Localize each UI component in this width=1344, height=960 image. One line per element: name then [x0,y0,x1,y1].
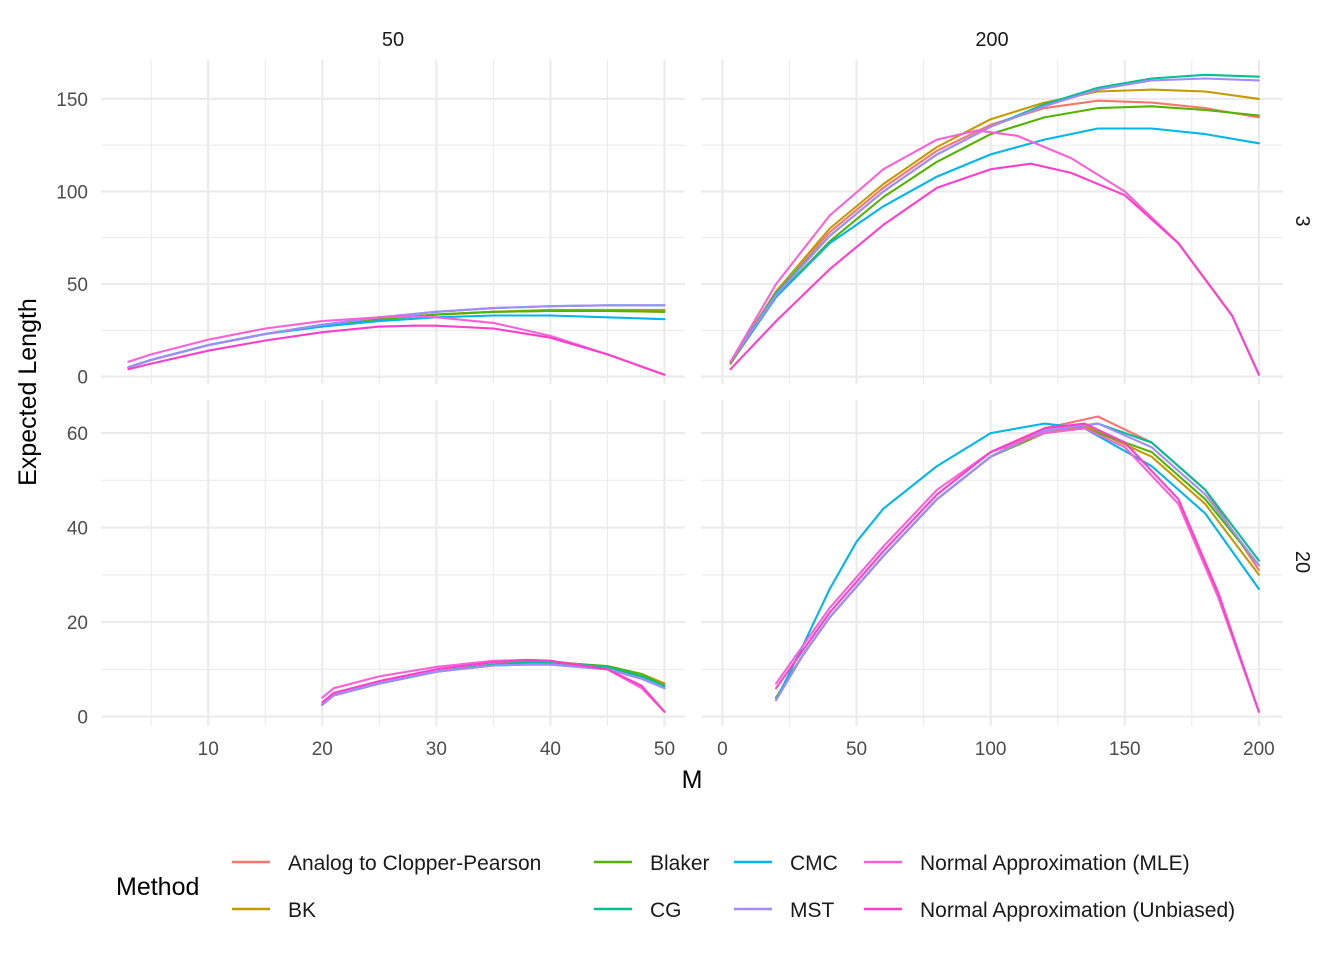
panel-50-20: 0 20 40 60 10 20 30 40 50 [67,400,685,760]
series-line-mst [729,77,1260,363]
x-axis-title: M [682,766,703,794]
y-tick-label: 0 [77,368,88,389]
legend-label: CMC [790,852,838,875]
legend-label: MST [790,899,835,922]
series-line-normal-approximation-unbiased [127,324,666,376]
legend-label: BK [288,899,316,922]
strip-row-3: 3 [1291,215,1313,226]
y-axis-title: Expected Length [14,298,42,486]
legend-item: MST [734,899,835,922]
y-tick-label: 40 [67,519,88,540]
legend-item: Normal Approximation (Unbiased) [864,899,1235,922]
series-line-mst [321,663,666,706]
panel-200-3 [701,60,1283,384]
x-tick-label: 10 [198,739,219,760]
legend-item: CG [594,899,682,922]
x-tick-label: 200 [1243,739,1275,760]
y-tick-label: 50 [67,275,88,296]
x-tick-label: 50 [846,739,867,760]
series-line-bk [729,88,1260,363]
legend-item: BK [232,899,316,922]
panels-layer: 0 50 100 150 0 20 40 60 10 20 30 40 50 0 50 100 150 200 [56,60,1283,760]
strip-col-50: 50 [382,29,404,51]
series-line-mst [775,422,1260,702]
series-line-normal-approximation-unbiased [775,422,1260,713]
series-line-normal-approximation-unbiased [321,658,666,713]
y-tick-label: 20 [67,613,88,634]
legend-item: Blaker [594,852,710,875]
series-line-cmc [775,422,1260,702]
legend-label: Normal Approximation (Unbiased) [920,899,1235,922]
legend-item: Analog to Clopper-Pearson [232,852,541,875]
legend: Method Analog to Clopper-Pearson BK Blaker… [116,852,1235,922]
series-line-normal-approximation-mle [775,427,1260,713]
y-tick-label: 100 [56,182,88,203]
series-line-cg [775,422,1260,702]
x-tick-label: 20 [312,739,333,760]
legend-label: Blaker [650,852,710,875]
legend-title: Method [116,873,199,901]
legend-item: Normal Approximation (MLE) [864,852,1190,875]
series-line-bk [775,424,1260,699]
legend-label: CG [650,899,682,922]
strip-row-20: 20 [1291,551,1313,573]
x-tick-label: 0 [717,739,728,760]
y-tick-label: 150 [56,90,88,111]
series-line-normal-approximation-unbiased [729,162,1260,376]
series-line-cmc [729,127,1260,363]
legend-item: CMC [734,852,838,875]
series-line-analog-to-clopper-pearson [729,99,1260,363]
x-tick-label: 100 [975,739,1007,760]
series-line-normal-approximation-mle [127,315,666,376]
x-tick-label: 30 [426,739,447,760]
panel-50-3: 0 50 100 150 [56,60,685,389]
x-tick-label: 50 [654,739,675,760]
series-line-blaker [775,427,1260,699]
facet-strips: 50 200 3 20 [382,29,1313,573]
legend-label: Normal Approximation (MLE) [920,852,1190,875]
legend-label: Analog to Clopper-Pearson [288,852,541,875]
x-tick-label: 150 [1109,739,1141,760]
x-tick-label: 40 [540,739,561,760]
strip-col-200: 200 [975,29,1008,51]
y-tick-label: 0 [77,708,88,729]
y-tick-label: 60 [67,424,88,445]
panel-200-20: 0 50 100 150 200 [701,400,1283,760]
